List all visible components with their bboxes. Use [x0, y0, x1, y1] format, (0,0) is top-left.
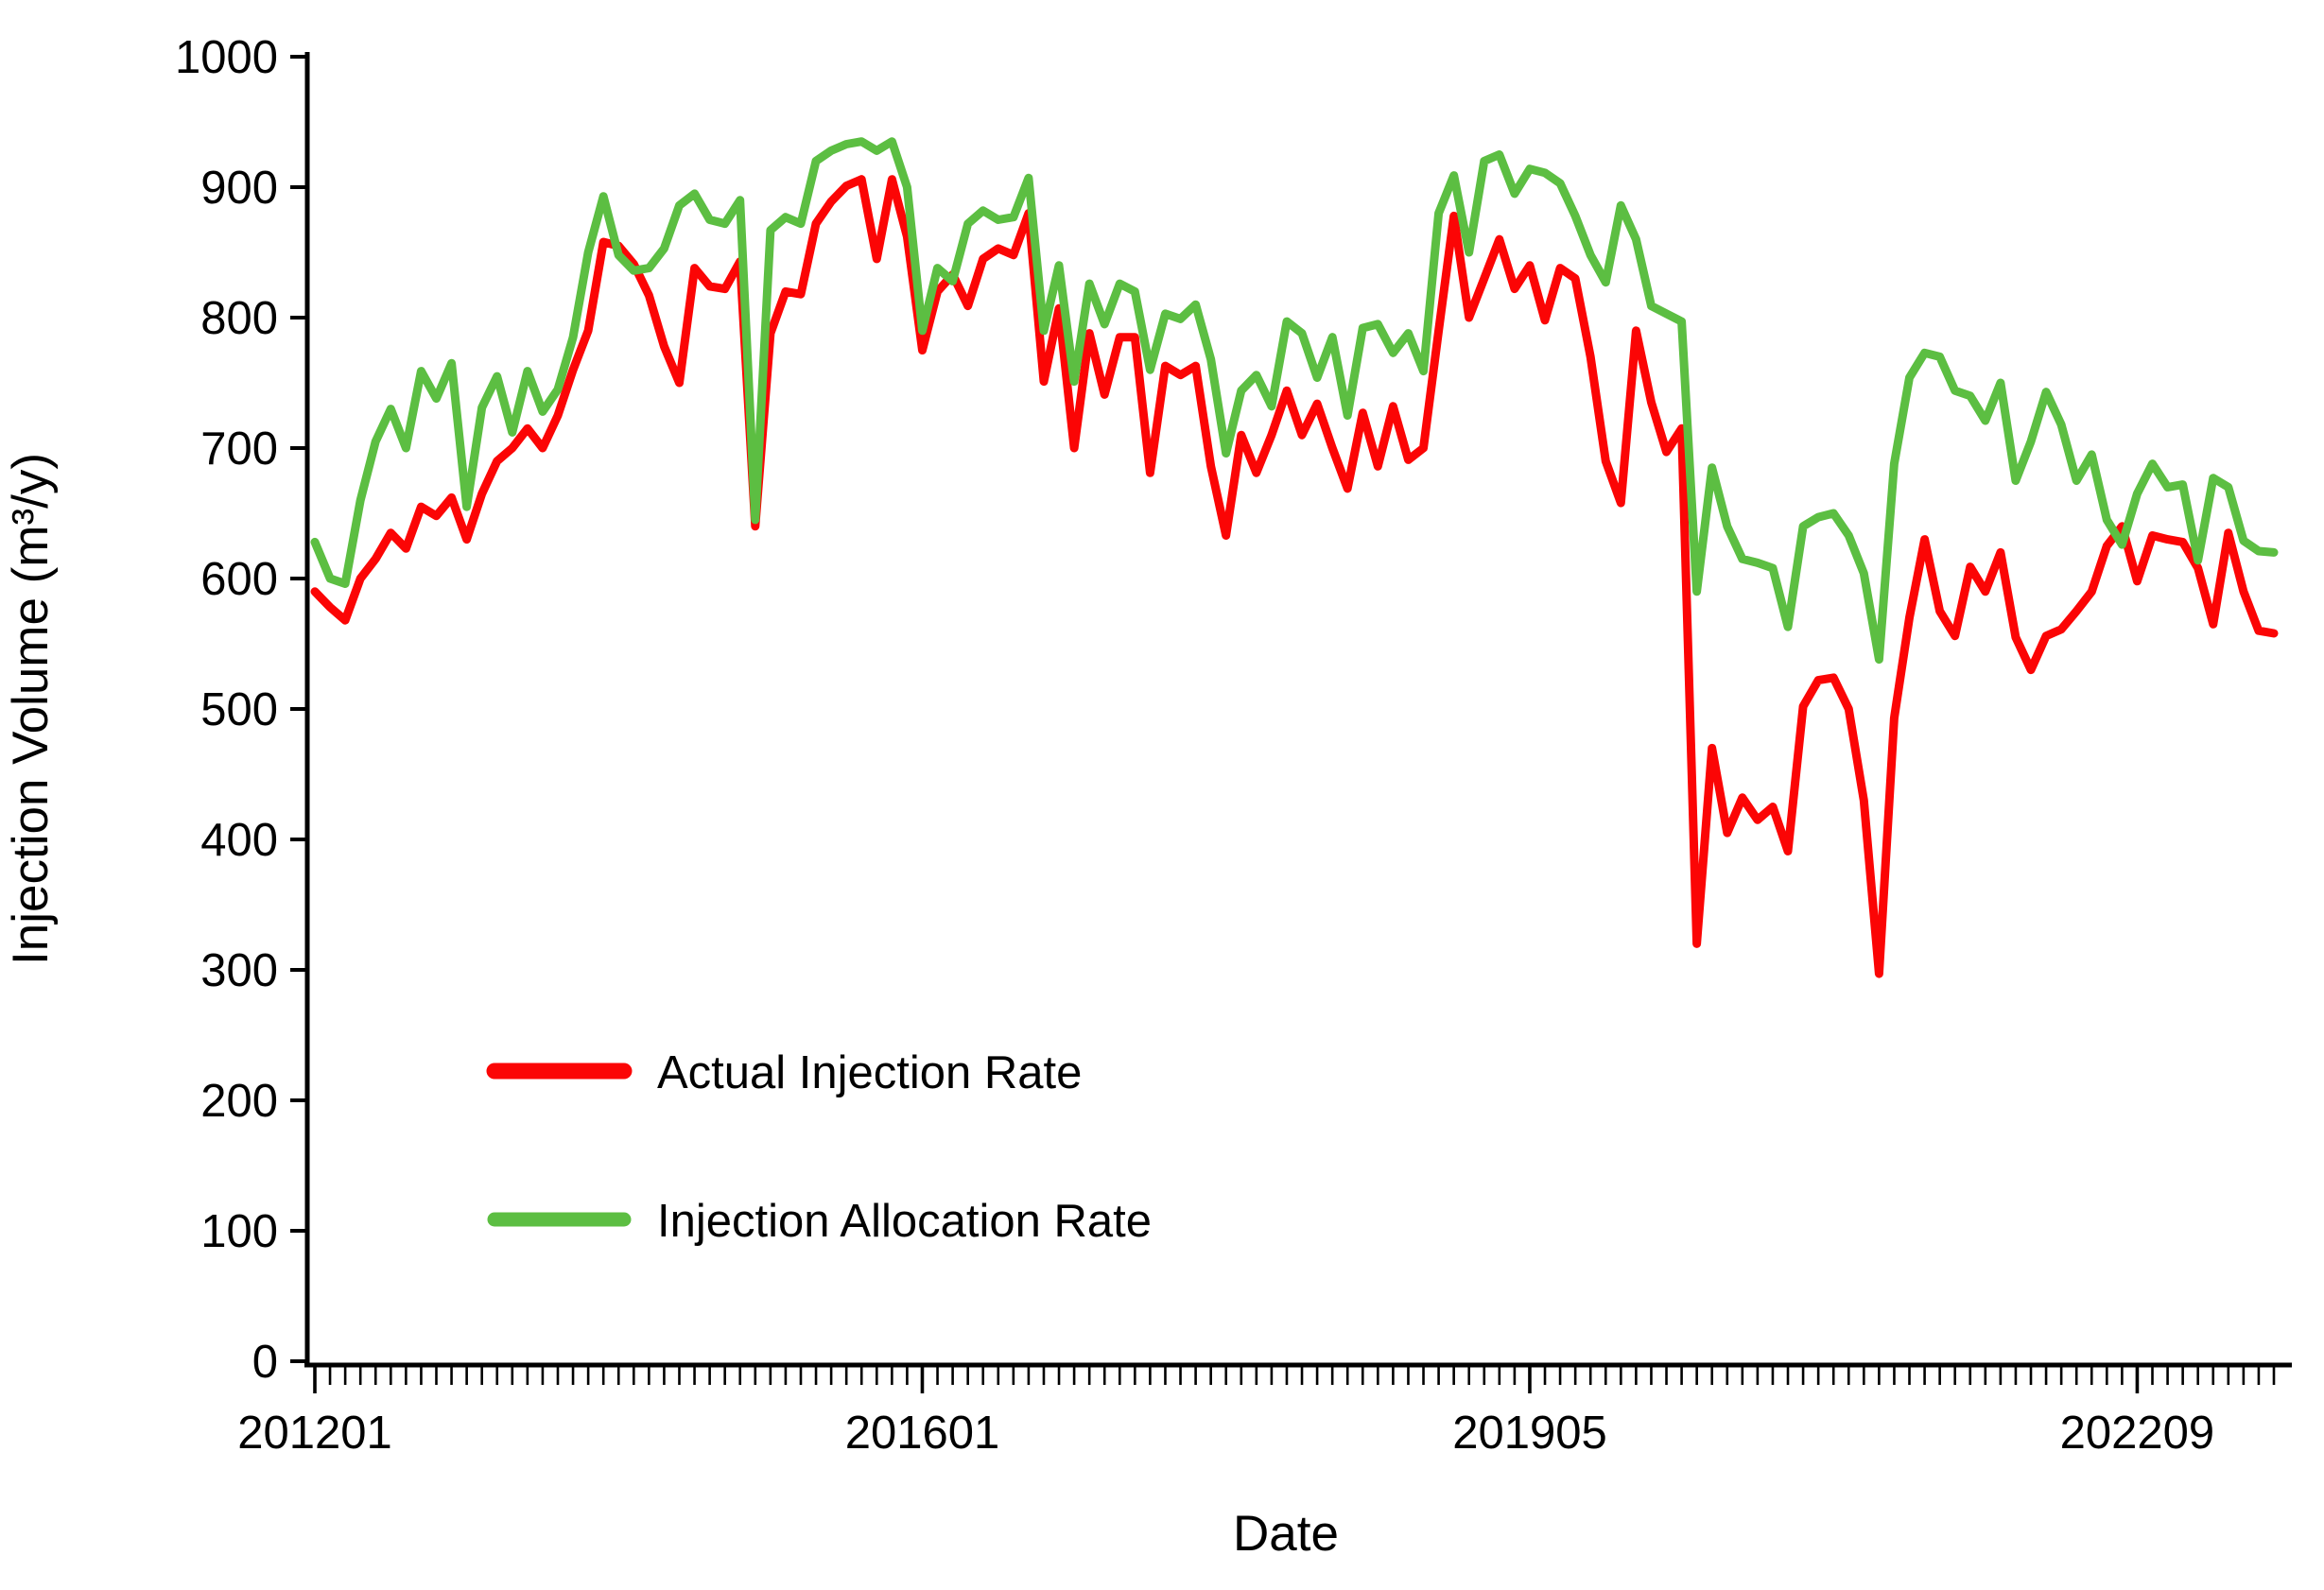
series-line-injection-allocation-rate — [310, 137, 2279, 665]
y-tick-label: 0 — [252, 1337, 278, 1388]
y-tick-label: 300 — [200, 945, 278, 996]
plot-series — [310, 137, 2279, 978]
y-tick-label: 600 — [200, 554, 278, 605]
x-tick-label: 201201 — [237, 1408, 392, 1459]
y-tick-label: 500 — [200, 684, 278, 735]
legend-label-actual-injection-rate: Actual Injection Rate — [657, 1047, 1082, 1098]
y-tick-label: 200 — [200, 1076, 278, 1127]
x-axis-title: Date — [1233, 1506, 1339, 1562]
legend: Actual Injection Rate Injection Allocati… — [486, 1047, 1152, 1247]
x-tick-label: 202209 — [2060, 1408, 2215, 1459]
y-axis-ticks: 0 100 200 300 400 500 600 700 800 900 1000 — [175, 32, 308, 1388]
x-tick-label: 201601 — [845, 1408, 1000, 1459]
y-tick-label: 700 — [200, 423, 278, 475]
legend-label-injection-allocation-rate: Injection Allocation Rate — [657, 1196, 1152, 1247]
y-tick-label: 900 — [200, 163, 278, 214]
y-axis-title: Injection Volume (m³/y) — [3, 453, 59, 965]
series-line-actual-injection-rate — [310, 175, 2279, 978]
y-tick-label: 100 — [200, 1206, 278, 1257]
y-tick-label: 400 — [200, 815, 278, 866]
x-axis-ticks: 201201 201601 201905 202209 — [237, 1365, 2276, 1459]
y-tick-label: 1000 — [175, 32, 278, 83]
y-tick-label: 800 — [200, 293, 278, 344]
x-tick-label: 201905 — [1452, 1408, 1607, 1459]
